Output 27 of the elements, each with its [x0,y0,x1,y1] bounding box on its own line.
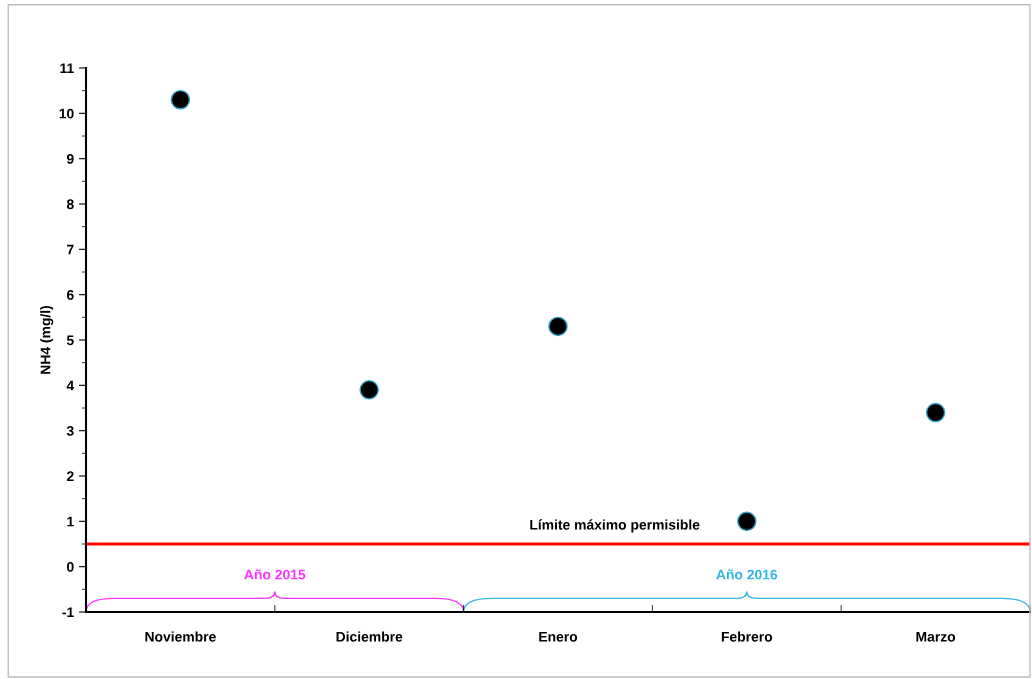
y-tick-label: 7 [67,244,74,255]
point [170,89,191,110]
y-axis-title: NH4 (mg/l) [40,305,54,374]
y-tick-label: 6 [66,290,74,300]
y-tick-label: 4 [66,380,75,391]
y-tick-label: 1 [67,516,74,527]
annotation: Año 2016 [716,569,778,580]
y-tick-label: 3 [66,426,74,436]
y-tick-label: 8 [66,199,74,210]
y-tick-label: 5 [66,335,74,346]
point [548,316,568,337]
point [359,380,379,400]
y-tick-label: 0 [67,562,74,572]
ref-line-label: Límite máximo permisible [530,519,700,533]
point [925,402,946,423]
y-tick-label: -1 [62,607,74,618]
x-tick-label: Noviembre [145,631,216,642]
x-tick-label: Diciembre [336,631,403,642]
x-tick-label: Febrero [721,631,773,642]
y-tick-label: 10 [59,108,74,119]
y-tick-label: 11 [60,63,74,74]
point [737,511,757,532]
y-tick-label: 2 [66,471,74,482]
x-tick-label: Marzo [916,631,956,642]
annotation: Año 2015 [244,569,306,580]
y-tick-label: 9 [66,154,74,164]
x-tick-label: Enero [539,631,578,642]
